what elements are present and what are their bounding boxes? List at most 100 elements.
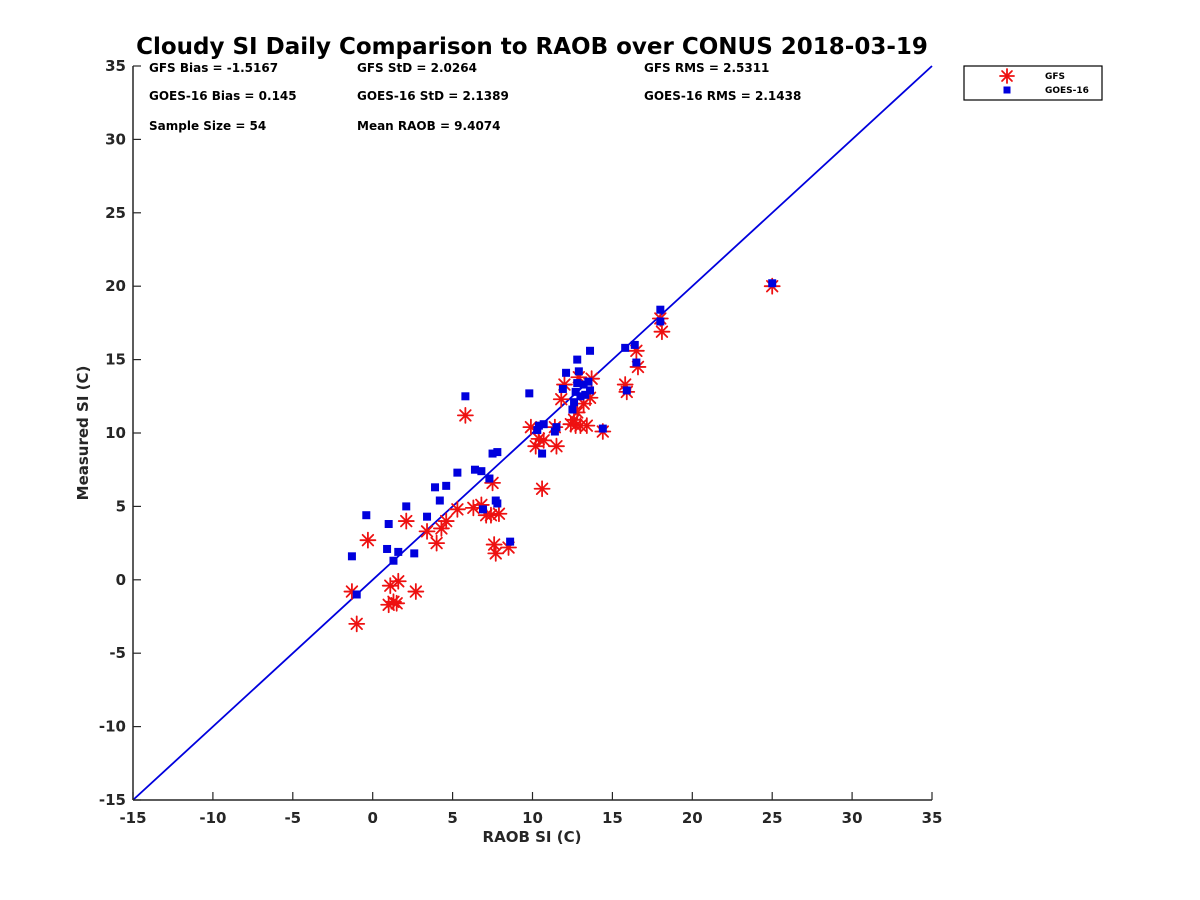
goes16-point bbox=[656, 317, 665, 326]
x-tick-label: 25 bbox=[762, 809, 783, 827]
asterisk-stroke bbox=[492, 507, 506, 520]
legend-square bbox=[1003, 86, 1011, 94]
goes16-point bbox=[461, 392, 470, 401]
x-tick-label: -15 bbox=[119, 809, 146, 827]
stat-value: Sample Size = 54 bbox=[149, 119, 266, 133]
goes16-point bbox=[632, 358, 641, 367]
gfs-point bbox=[456, 406, 474, 424]
asterisk-stroke bbox=[409, 585, 423, 598]
goes16-point bbox=[394, 547, 403, 556]
asterisk-stroke bbox=[459, 409, 472, 422]
goes16-point bbox=[586, 386, 595, 395]
gfs-point bbox=[359, 531, 377, 549]
goes16-point bbox=[576, 392, 585, 401]
goes16-point bbox=[768, 279, 777, 288]
plot-area bbox=[132, 65, 933, 801]
goes16-point bbox=[584, 377, 593, 386]
y-tick-label: 5 bbox=[116, 497, 126, 515]
x-tick-label: 35 bbox=[922, 809, 943, 827]
gfs-point bbox=[407, 583, 425, 600]
goes16-point bbox=[384, 520, 393, 529]
gfs-point bbox=[548, 437, 565, 455]
asterisk-stroke bbox=[1001, 70, 1013, 82]
asterisk-stroke bbox=[571, 406, 584, 419]
stat-value: GOES-16 StD = 2.1389 bbox=[357, 89, 509, 103]
x-tick-label: -10 bbox=[199, 809, 226, 827]
asterisk-stroke bbox=[535, 482, 549, 495]
goes16-point bbox=[431, 483, 440, 492]
y-axis-title: Measured SI (C) bbox=[74, 366, 92, 501]
goes16-point bbox=[389, 556, 398, 565]
asterisk-stroke bbox=[451, 503, 464, 516]
goes16-point bbox=[485, 474, 494, 483]
legend-label-gfs: GFS bbox=[1045, 72, 1065, 82]
asterisk-stroke bbox=[350, 617, 363, 631]
legend: GFS GOES-16 bbox=[963, 65, 1103, 101]
goes16-point bbox=[571, 387, 580, 396]
series-goes16 bbox=[347, 279, 777, 599]
gfs-point bbox=[437, 512, 455, 530]
legend-gfs-marker-icon bbox=[999, 68, 1015, 84]
asterisk-stroke bbox=[475, 498, 488, 512]
legend-asterisk bbox=[999, 68, 1015, 84]
goes16-point bbox=[550, 427, 559, 436]
asterisk-stroke bbox=[345, 585, 359, 598]
goes16-point bbox=[579, 380, 588, 389]
goes16-point bbox=[656, 305, 665, 314]
asterisk-stroke bbox=[430, 536, 443, 550]
legend-box bbox=[963, 65, 1103, 101]
goes16-point bbox=[442, 481, 451, 490]
gfs-point bbox=[490, 505, 508, 523]
asterisk-stroke bbox=[400, 514, 413, 528]
asterisk-stroke bbox=[420, 525, 434, 538]
goes16-point bbox=[568, 405, 577, 414]
asterisk-stroke bbox=[550, 440, 563, 453]
goes16-point bbox=[558, 384, 567, 393]
stat-value: GOES-16 Bias = 0.145 bbox=[149, 89, 297, 103]
goes16-point bbox=[581, 390, 590, 399]
x-tick-label: 20 bbox=[682, 809, 703, 827]
y-tick-label: 15 bbox=[105, 351, 126, 369]
legend-label-goes16: GOES-16 bbox=[1045, 86, 1089, 96]
goes16-point bbox=[533, 426, 542, 435]
x-tick-label: 30 bbox=[842, 809, 863, 827]
y-tick-label: -10 bbox=[99, 718, 126, 736]
goes16-point bbox=[586, 346, 595, 355]
asterisk-stroke bbox=[631, 360, 645, 374]
goes16-point bbox=[383, 544, 392, 553]
gfs-point bbox=[485, 536, 503, 553]
asterisk-stroke bbox=[361, 533, 375, 547]
asterisk-stroke bbox=[555, 393, 568, 406]
goes16-point bbox=[534, 421, 543, 430]
goes16-point bbox=[493, 448, 502, 457]
y-tick-label: 10 bbox=[105, 424, 126, 442]
legend-goes16-marker-icon bbox=[1003, 86, 1011, 94]
gfs-point bbox=[397, 512, 415, 530]
asterisk-stroke bbox=[618, 378, 632, 391]
goes16-point bbox=[347, 552, 356, 561]
gfs-point bbox=[389, 572, 407, 590]
y-tick-label: 30 bbox=[105, 130, 126, 148]
goes16-point bbox=[435, 496, 444, 505]
asterisk-stroke bbox=[537, 434, 550, 447]
one-to-one-line bbox=[132, 65, 933, 801]
x-tick-label: 15 bbox=[602, 809, 623, 827]
asterisk-stroke bbox=[489, 547, 502, 560]
goes16-point bbox=[525, 389, 534, 398]
gfs-point bbox=[533, 480, 551, 498]
y-tick-label: 0 bbox=[116, 571, 126, 589]
asterisk-stroke bbox=[390, 597, 403, 610]
gfs-point bbox=[578, 417, 596, 435]
gfs-point bbox=[535, 431, 553, 449]
goes16-point bbox=[539, 420, 548, 429]
goes16-point bbox=[478, 505, 487, 514]
goes16-point bbox=[552, 423, 561, 432]
x-tick-label: -5 bbox=[284, 809, 301, 827]
gfs-point bbox=[448, 500, 466, 518]
gfs-point bbox=[552, 390, 570, 408]
goes16-point bbox=[573, 379, 582, 388]
gfs-point bbox=[418, 522, 436, 540]
gfs-point bbox=[653, 323, 671, 341]
y-tick-label: 25 bbox=[105, 204, 126, 222]
